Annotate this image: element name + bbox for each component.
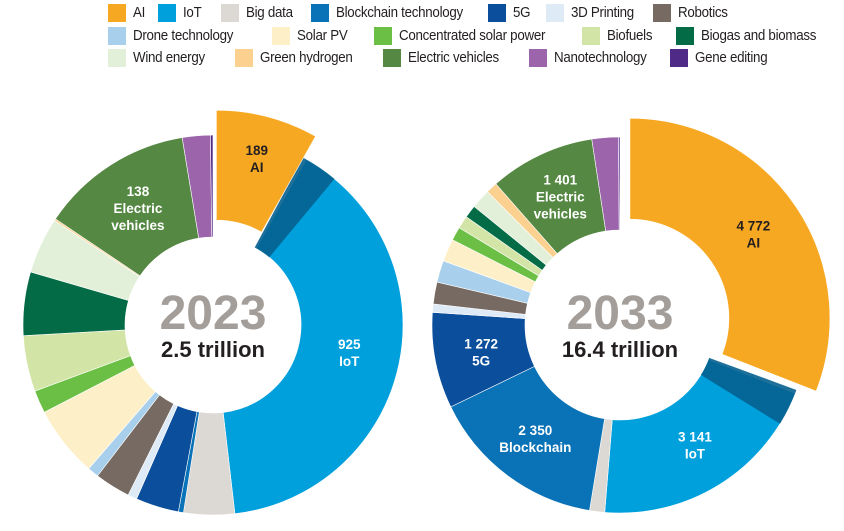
legend-label: Nanotechnology — [553, 50, 647, 67]
slice-name-label: Electric — [114, 201, 163, 216]
legend-label: Blockchain technology — [335, 5, 463, 22]
legend-swatch — [581, 26, 600, 45]
legend-item-robotics: Robotics — [653, 4, 732, 23]
legend-swatch — [235, 49, 254, 68]
explode-shadow — [700, 357, 797, 424]
legend-swatch — [310, 4, 329, 23]
legend-item-biogas: Biogas and biomass — [675, 26, 826, 45]
legend-row: AI IoT Big data Blockchain technology 5G 3D P… — [108, 2, 828, 25]
slice-name-label: Electric — [536, 190, 585, 205]
legend-swatch — [528, 49, 547, 68]
legend-label: Biogas and biomass — [700, 27, 816, 44]
legend-item-ai: AI — [108, 4, 146, 23]
legend-label: Green hydrogen — [260, 50, 353, 67]
legend: AI IoT Big data Blockchain technology 5G 3D P… — [108, 2, 828, 70]
legend-swatch — [221, 4, 240, 23]
slice-name-label: AI — [250, 160, 264, 175]
legend-label: Electric vehicles — [407, 50, 499, 67]
legend-swatch — [545, 4, 564, 23]
legend-label: 3D Printing — [570, 5, 634, 22]
legend-label: Big data — [246, 5, 293, 22]
center-total: 2.5 trillion — [161, 337, 265, 362]
center-year: 2033 — [567, 287, 674, 340]
explode-shadow — [254, 157, 335, 258]
legend-swatch — [670, 49, 689, 68]
legend-label: Concentrated solar power — [398, 27, 545, 44]
legend-swatch — [108, 49, 126, 68]
legend-label: IoT — [183, 5, 202, 22]
legend-swatch — [108, 26, 126, 45]
legend-label: Drone technology — [133, 27, 234, 44]
legend-swatch — [382, 49, 401, 68]
legend-item-biofuels: Biofuels — [581, 26, 656, 45]
donut-chart-2033: 4 772 AI 3 141 IoT 2 350 Blockchain 1 272 5G 1 4… — [431, 117, 831, 514]
legend-item-5g: 5G — [487, 4, 532, 23]
slice-ai — [216, 109, 316, 233]
legend-swatch — [271, 26, 290, 45]
donut-hole — [125, 237, 301, 413]
legend-item-solarpv: Solar PV — [271, 26, 352, 45]
legend-item-csp: Concentrated solar power — [373, 26, 558, 45]
slice-value-label: 2 350 — [518, 423, 552, 438]
slice-value-label: 4 772 — [736, 218, 770, 233]
legend-item-ev: Electric vehicles — [382, 49, 507, 68]
slice-value-label: 1 272 — [464, 336, 498, 351]
slice-name-label: vehicles — [111, 218, 164, 233]
legend-label: 5G — [512, 5, 531, 22]
legend-swatch — [158, 4, 177, 23]
slice-name-label: vehicles — [534, 207, 587, 222]
legend-swatch — [373, 26, 392, 45]
legend-row: Wind energy Green hydrogen Electric vehicl… — [108, 47, 828, 70]
legend-item-gene: Gene editing — [670, 49, 774, 68]
legend-label: Wind energy — [133, 50, 205, 67]
legend-item-3dprinting: 3D Printing — [545, 4, 639, 23]
slice-value-label: 925 — [338, 337, 361, 352]
slice-name-label: AI — [747, 235, 761, 250]
legend-label: Robotics — [678, 5, 728, 22]
slice-value-label: 3 141 — [678, 430, 712, 445]
slice-name-label: IoT — [339, 354, 360, 369]
slice-value-label: 138 — [127, 184, 150, 199]
legend-label: Biofuels — [606, 27, 653, 44]
legend-item-blockchain: Blockchain technology — [310, 4, 474, 23]
legend-label: Solar PV — [296, 27, 348, 44]
legend-item-drone: Drone technology — [108, 26, 242, 45]
legend-row: Drone technology Solar PV Concentrated sol… — [108, 25, 828, 48]
slice-value-label: 1 401 — [543, 173, 577, 188]
legend-label: Gene editing — [695, 50, 768, 67]
slice-value-label: 189 — [245, 143, 268, 158]
legend-item-bigdata: Big data — [221, 4, 297, 23]
legend-swatch — [653, 4, 672, 23]
legend-item-iot: IoT — [158, 4, 203, 23]
center-year: 2023 — [160, 287, 267, 340]
slice-ai — [629, 117, 831, 392]
slice-name-label: IoT — [685, 447, 706, 462]
legend-item-hydrogen: Green hydrogen — [235, 49, 361, 68]
legend-swatch — [675, 26, 694, 45]
legend-label: AI — [133, 5, 146, 22]
slice-name-label: 5G — [472, 353, 490, 368]
donut-hole — [525, 230, 715, 420]
slice-name-label: Blockchain — [499, 440, 571, 455]
legend-item-wind: Wind energy — [108, 49, 211, 68]
center-total: 16.4 trillion — [562, 337, 678, 362]
legend-swatch — [487, 4, 506, 23]
legend-swatch — [108, 4, 126, 23]
legend-item-nano: Nanotechnology — [528, 49, 655, 68]
